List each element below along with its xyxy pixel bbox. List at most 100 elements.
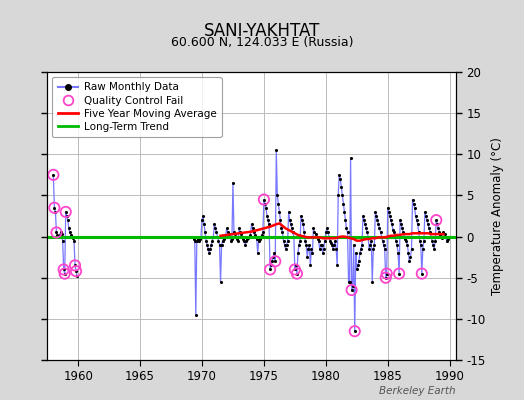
Point <box>404 250 412 256</box>
Point <box>49 172 58 178</box>
Point <box>324 229 332 236</box>
Point <box>340 209 348 215</box>
Point <box>351 328 359 334</box>
Point <box>389 227 397 233</box>
Point <box>429 242 438 248</box>
Point <box>354 262 362 268</box>
Point <box>364 233 373 240</box>
Point <box>298 217 307 223</box>
Point <box>54 233 63 240</box>
Point <box>291 266 299 273</box>
Point <box>383 270 391 277</box>
Point <box>60 270 69 277</box>
Point <box>417 242 425 248</box>
Point <box>271 258 279 264</box>
Point <box>266 266 274 273</box>
Point <box>444 233 453 240</box>
Point <box>211 225 220 232</box>
Point <box>209 233 217 240</box>
Point <box>418 270 426 277</box>
Point <box>272 147 280 153</box>
Point <box>414 229 423 236</box>
Point <box>310 229 319 236</box>
Point <box>427 233 435 240</box>
Point <box>431 238 440 244</box>
Point <box>71 262 79 268</box>
Point <box>386 213 394 219</box>
Point <box>49 172 58 178</box>
Point <box>268 258 276 264</box>
Point <box>336 176 344 182</box>
Point <box>217 242 226 248</box>
Point <box>222 232 230 238</box>
Point <box>423 217 431 223</box>
Point <box>318 242 326 248</box>
Point <box>201 229 209 236</box>
Point <box>398 225 407 232</box>
Point <box>346 155 355 162</box>
Point <box>278 229 287 236</box>
Point <box>353 266 361 273</box>
Point <box>60 270 69 277</box>
Point <box>368 279 376 285</box>
Point <box>231 231 239 237</box>
Point <box>342 225 351 232</box>
Point <box>315 246 324 252</box>
Point <box>290 233 298 240</box>
Point <box>381 274 390 281</box>
Point <box>263 213 271 219</box>
Point <box>343 229 352 236</box>
Point <box>295 242 303 248</box>
Point <box>262 204 270 211</box>
Point <box>51 209 60 215</box>
Point <box>244 235 253 242</box>
Point <box>70 238 78 244</box>
Point <box>356 250 364 256</box>
Point <box>335 172 343 178</box>
Point <box>347 287 356 293</box>
Point <box>204 246 212 252</box>
Point <box>234 238 242 244</box>
Point <box>376 229 385 236</box>
Point <box>253 236 261 242</box>
Point <box>192 312 200 318</box>
Point <box>63 217 72 223</box>
Point <box>206 246 214 252</box>
Point <box>375 225 384 232</box>
Point <box>60 266 68 273</box>
Point <box>196 236 204 242</box>
Point <box>265 221 273 228</box>
Point <box>383 270 391 277</box>
Point <box>191 238 199 244</box>
Point <box>52 229 61 236</box>
Point <box>407 246 416 252</box>
Point <box>378 238 387 244</box>
Point <box>333 262 341 268</box>
Point <box>227 238 235 244</box>
Point <box>422 213 430 219</box>
Point <box>255 238 263 244</box>
Point <box>421 209 429 215</box>
Point <box>334 192 342 199</box>
Point <box>294 250 302 256</box>
Point <box>239 236 247 242</box>
Point <box>380 246 389 252</box>
Point <box>399 229 408 236</box>
Point <box>200 221 208 228</box>
Point <box>266 266 274 273</box>
Point <box>296 238 304 244</box>
Point <box>57 229 65 236</box>
Point <box>61 209 70 215</box>
Point <box>252 233 260 240</box>
Point <box>302 242 310 248</box>
Point <box>311 231 320 237</box>
Point <box>243 236 252 242</box>
Point <box>293 270 301 277</box>
Point <box>437 233 445 240</box>
Point <box>67 232 75 238</box>
Point <box>292 262 300 268</box>
Point <box>325 233 333 240</box>
Point <box>202 238 210 244</box>
Point <box>370 242 378 248</box>
Point <box>418 270 426 277</box>
